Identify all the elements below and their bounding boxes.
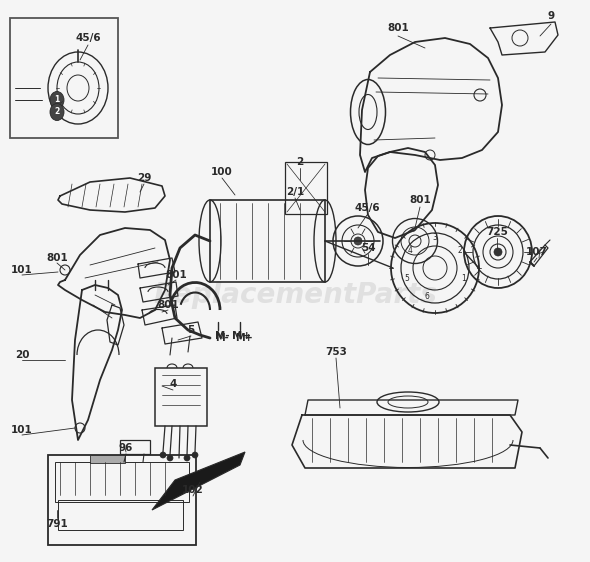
- Circle shape: [167, 455, 173, 461]
- Text: 102: 102: [182, 485, 204, 495]
- Text: 45/6: 45/6: [75, 33, 101, 43]
- Text: 1: 1: [54, 96, 60, 105]
- Ellipse shape: [50, 103, 64, 120]
- Text: 801: 801: [46, 253, 68, 263]
- Ellipse shape: [50, 92, 64, 108]
- Circle shape: [184, 455, 190, 461]
- Bar: [120, 440, 150, 454]
- Text: 101: 101: [11, 425, 33, 435]
- Text: 2/1: 2/1: [286, 187, 304, 197]
- Bar: [48, 455, 196, 545]
- Text: 107: 107: [526, 247, 548, 257]
- Bar: [285, 162, 327, 214]
- Text: 4: 4: [169, 379, 176, 389]
- Bar: [90, 455, 125, 463]
- Text: 54: 54: [360, 243, 375, 253]
- Text: M+: M+: [235, 333, 253, 343]
- Text: 725: 725: [486, 227, 508, 237]
- Text: 9: 9: [548, 11, 555, 21]
- Text: 2: 2: [457, 246, 462, 255]
- Bar: [155, 368, 207, 426]
- Text: M-: M-: [215, 331, 230, 341]
- Text: 2: 2: [54, 107, 60, 116]
- Circle shape: [354, 237, 362, 245]
- Text: 1: 1: [461, 274, 466, 283]
- Bar: [55, 462, 189, 502]
- Text: 3: 3: [432, 233, 437, 242]
- Text: 801: 801: [165, 270, 187, 280]
- Text: 4: 4: [408, 246, 413, 255]
- Bar: [210, 200, 325, 282]
- Polygon shape: [152, 452, 245, 510]
- Text: 801: 801: [387, 23, 409, 33]
- Text: 6: 6: [425, 292, 430, 301]
- Circle shape: [494, 248, 502, 256]
- Text: M+: M+: [232, 331, 251, 341]
- Text: 753: 753: [325, 347, 347, 357]
- Text: 791: 791: [46, 519, 68, 529]
- Text: 801: 801: [409, 195, 431, 205]
- Text: 100: 100: [211, 167, 233, 177]
- Text: M-: M-: [215, 333, 229, 343]
- Text: 5: 5: [188, 325, 195, 335]
- Text: 20: 20: [15, 350, 30, 360]
- Text: 29: 29: [137, 173, 151, 183]
- Text: 101: 101: [11, 265, 33, 275]
- Bar: [10, 18, 118, 138]
- Text: 45/6: 45/6: [354, 203, 380, 213]
- Text: 5: 5: [404, 274, 409, 283]
- Circle shape: [160, 452, 166, 458]
- Text: ReplacementParts: ReplacementParts: [153, 281, 437, 309]
- Bar: [58, 500, 183, 530]
- Text: 96: 96: [119, 443, 133, 453]
- Text: 801: 801: [157, 300, 179, 310]
- Text: 2: 2: [296, 157, 304, 167]
- Circle shape: [192, 452, 198, 458]
